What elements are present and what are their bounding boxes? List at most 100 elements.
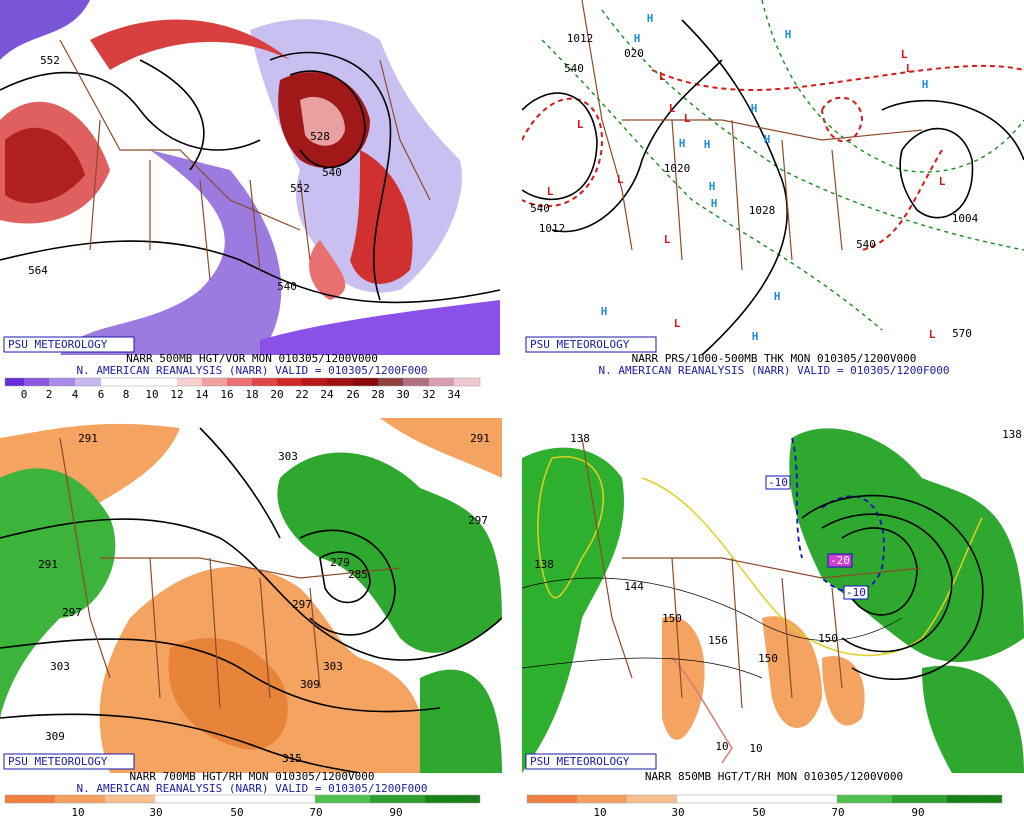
contour-label: 020 <box>624 47 644 60</box>
high-marker: H <box>751 102 758 115</box>
contour-label: -10 <box>768 476 788 489</box>
contour-label: 552 <box>290 182 310 195</box>
low-marker: L <box>617 173 624 186</box>
high-marker: H <box>709 180 716 193</box>
caption-line1: NARR 500MB HGT/VOR MON 010305/1200V000 <box>126 352 378 365</box>
colorbar <box>4 377 481 387</box>
colorbar-label: 8 <box>123 388 130 401</box>
colorbar-label: 90 <box>911 806 924 819</box>
high-marker: H <box>647 12 654 25</box>
contour-label: 291 <box>38 558 58 571</box>
colorbar-label: 6 <box>98 388 105 401</box>
low-marker: L <box>929 328 936 341</box>
contour-label: 540 <box>277 280 297 293</box>
panel-700mb: PSU METEOROLOGY NARR 700MB HGT/RH MON 010… <box>0 418 502 819</box>
colorbar-label: 10 <box>145 388 158 401</box>
contour-label: 528 <box>310 130 330 143</box>
low-marker: L <box>659 70 666 83</box>
contour-label: 540 <box>856 238 876 251</box>
contour-label: 1028 <box>749 204 776 217</box>
colorbar-label: 30 <box>671 806 684 819</box>
colorbar-label: 70 <box>831 806 844 819</box>
colorbar-label: 30 <box>149 806 162 819</box>
badge: PSU METEOROLOGY <box>8 755 108 768</box>
badge-box <box>525 336 657 353</box>
map <box>522 418 1024 773</box>
contour-label: 279 <box>330 556 350 569</box>
colorbar-label: 24 <box>320 388 334 401</box>
contour-label: 156 <box>708 634 728 647</box>
contour-label: -10 <box>846 586 866 599</box>
colorbar-label: 70 <box>309 806 322 819</box>
contour-label: 303 <box>323 660 343 673</box>
contour-label: 10 <box>715 740 728 753</box>
low-marker: L <box>901 48 908 61</box>
caption-line2: N. AMERICAN REANALYSIS (NARR) VALID = 01… <box>77 364 428 377</box>
colorbar-label: 16 <box>220 388 233 401</box>
low-marker: L <box>939 175 946 188</box>
contour-label-box <box>843 585 869 600</box>
caption-line2: N. AMERICAN REANALYSIS (NARR) VALID = 01… <box>77 782 428 795</box>
badge-box <box>525 753 657 770</box>
colorbar-label: 18 <box>245 388 258 401</box>
colorbar-label: 10 <box>71 806 84 819</box>
high-marker: H <box>785 28 792 41</box>
contour-label: -20 <box>830 554 850 567</box>
colorbar-label: 20 <box>270 388 283 401</box>
high-marker: H <box>774 290 781 303</box>
contour-label: 138 <box>570 432 590 445</box>
contour-label: 138 <box>1002 428 1022 441</box>
contour-label: 570 <box>952 327 972 340</box>
caption-line1: NARR 700MB HGT/RH MON 010305/1200V000 <box>129 770 374 783</box>
contour-label: 150 <box>758 652 778 665</box>
contour-label: 291 <box>470 432 490 445</box>
map <box>0 418 502 773</box>
colorbar-label: 28 <box>371 388 384 401</box>
colorbar-label: 14 <box>195 388 209 401</box>
contour-label: 291 <box>78 432 98 445</box>
low-marker: L <box>577 118 584 131</box>
colorbar-label: 10 <box>593 806 606 819</box>
contour-label: 540 <box>322 166 342 179</box>
high-marker: H <box>634 32 641 45</box>
colorbar-label: 22 <box>295 388 308 401</box>
contour-label: 138 <box>534 558 554 571</box>
contour-label: 1012 <box>567 32 594 45</box>
colorbar-label: 32 <box>422 388 435 401</box>
low-marker: L <box>669 102 676 115</box>
map <box>0 0 502 355</box>
contour-label: 540 <box>564 62 584 75</box>
colorbar <box>4 794 481 804</box>
colorbar-label: 12 <box>170 388 183 401</box>
high-marker: H <box>752 330 759 343</box>
contour-label: 540 <box>530 202 550 215</box>
low-marker: L <box>547 185 554 198</box>
contour-label: 309 <box>45 730 65 743</box>
caption-line2: N. AMERICAN REANALYSIS (NARR) VALID = 01… <box>599 364 950 377</box>
caption-line1: NARR PRS/1000-500MB THK MON 010305/1200V… <box>632 352 917 365</box>
contour-label: 10 <box>749 742 762 755</box>
high-marker: H <box>922 78 929 91</box>
contour-label: 303 <box>278 450 298 463</box>
contour-label: 1012 <box>539 222 566 235</box>
low-marker: L <box>684 112 691 125</box>
badge: PSU METEOROLOGY <box>530 338 630 351</box>
panel-500mb: PSU METEOROLOGY NARR 500MB HGT/VOR MON 01… <box>0 0 502 401</box>
badge: PSU METEOROLOGY <box>8 338 108 351</box>
contour-label: 564 <box>28 264 48 277</box>
contour-label: 297 <box>292 598 312 611</box>
contour-label-box <box>827 553 853 568</box>
colorbar-label: 0 <box>21 388 28 401</box>
high-marker: H <box>711 197 718 210</box>
contour-label: 303 <box>50 660 70 673</box>
panel-850mb: PSU METEOROLOGY NARR 850MB HGT/T/RH MON 0… <box>522 418 1024 819</box>
contour-label: 285 <box>348 568 368 581</box>
high-marker: H <box>679 137 686 150</box>
high-marker: H <box>601 305 608 318</box>
colorbar-label: 26 <box>346 388 359 401</box>
contour-label: 144 <box>624 580 644 593</box>
colorbar-label: 34 <box>447 388 461 401</box>
contour-label-box <box>765 475 791 490</box>
colorbar <box>526 794 1003 804</box>
